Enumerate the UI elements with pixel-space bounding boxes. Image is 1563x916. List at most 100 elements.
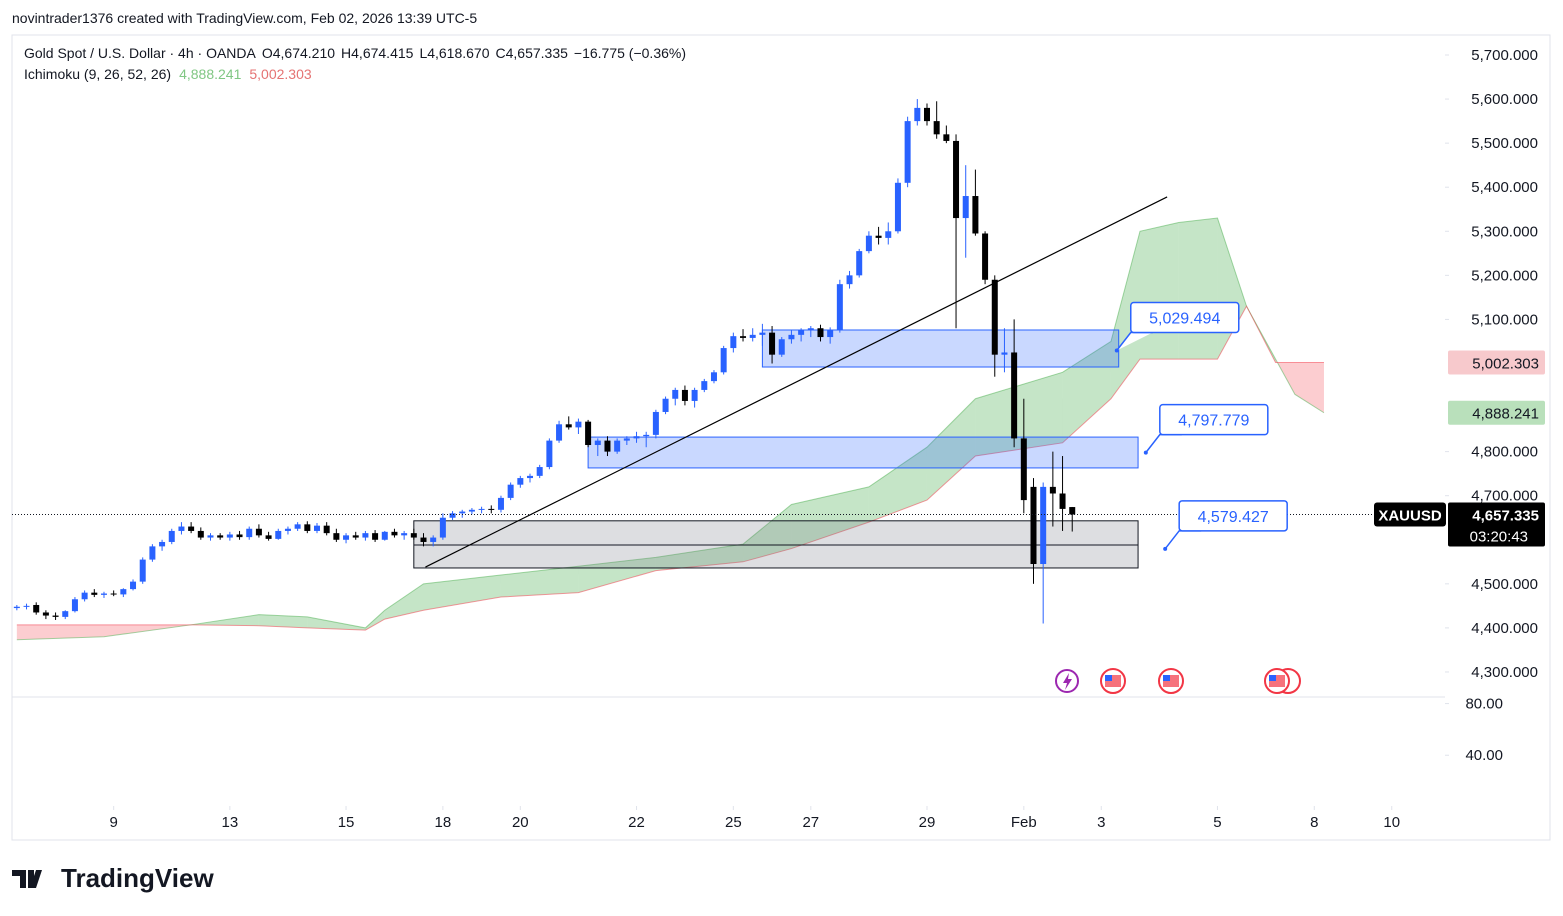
frame: [11, 34, 1551, 841]
countdown: 03:20:43: [1470, 528, 1528, 545]
change: −16.775 (−0.36%): [573, 45, 687, 61]
candle-body: [904, 121, 911, 183]
x-tick-label: 8: [1310, 814, 1318, 831]
candle-body: [788, 334, 795, 340]
candle-body: [594, 440, 601, 446]
legend: Gold Spot / U.S. Dollar · 4h · OANDA O4,…: [24, 45, 686, 61]
cloud-fill: [926, 398, 976, 501]
cloud-fill: [578, 557, 656, 593]
candle-body: [323, 525, 330, 534]
x-tick-label: 27: [802, 814, 819, 831]
callout-box: [1130, 301, 1240, 334]
callout-box: [1159, 403, 1269, 436]
candle-body: [575, 421, 582, 428]
span-b-value: 5,002.303: [249, 66, 312, 82]
candle-body: [740, 336, 747, 338]
candle-body: [81, 592, 88, 600]
indicator: Ichimoku (9, 26, 52, 26): [24, 66, 172, 82]
y-tick-label: 5,500.000: [1471, 135, 1538, 152]
candle-body: [197, 530, 204, 538]
event-icon[interactable]: [1158, 668, 1184, 694]
cloud-fill: [500, 566, 579, 598]
y-tick-label: 4,400.000: [1471, 620, 1538, 637]
candle-body: [178, 526, 185, 531]
zone: [587, 436, 1139, 469]
y-tick-label: 5,700.000: [1471, 47, 1538, 64]
x-tick-label: 18: [435, 814, 452, 831]
credit: novintrader1376 created with TradingView…: [12, 10, 478, 26]
candle-body: [672, 389, 679, 399]
candle-body: [226, 534, 233, 538]
cloud-fill: [975, 372, 1063, 457]
candle-body: [362, 533, 369, 538]
candle-body: [710, 372, 717, 382]
candle-body: [217, 535, 224, 538]
candle-body: [294, 524, 301, 529]
candle-body: [333, 533, 340, 540]
cloud-fill: [1217, 218, 1247, 360]
candle-body: [130, 581, 137, 590]
candle-body: [33, 604, 40, 613]
callout-label: 4,579.427: [1198, 509, 1269, 526]
candle-body: [255, 528, 262, 536]
y-tick-label: 5,200.000: [1471, 267, 1538, 284]
event-icon[interactable]: [1264, 668, 1301, 694]
callout-label: 4,797.779: [1178, 413, 1249, 430]
trend-line: [425, 196, 1168, 568]
candle-body: [623, 438, 630, 441]
candle-body: [933, 121, 940, 135]
callout-box: [1178, 500, 1288, 532]
event-icon[interactable]: [1100, 668, 1126, 694]
candle-body: [923, 107, 930, 122]
candle-body: [817, 328, 824, 338]
callout-anchor: [1143, 450, 1148, 455]
candle-body: [410, 533, 417, 538]
candle-body: [681, 389, 688, 401]
candle-body: [439, 517, 446, 538]
candle-body: [565, 424, 572, 428]
y-tick-label: 5,100.000: [1471, 311, 1538, 328]
price-badge: [1448, 350, 1545, 375]
y-tick-label: 4,700.000: [1471, 488, 1538, 505]
cloud-fill: [258, 614, 308, 628]
candle-body: [468, 509, 475, 512]
cloud-fill: [423, 575, 501, 611]
candle-body: [643, 434, 650, 437]
candle-body: [604, 440, 611, 452]
candle-body: [71, 599, 78, 612]
callout-pointer: [1145, 433, 1182, 454]
candle-body: [720, 348, 727, 373]
x-tick-label: 10: [1383, 814, 1400, 831]
x-tick-label: 3: [1097, 814, 1105, 831]
events: [1055, 668, 1301, 694]
candle-body: [391, 531, 398, 536]
zone: [761, 329, 1120, 368]
y-tick-label: 5,400.000: [1471, 179, 1538, 196]
indicator-legend: Ichimoku (9, 26, 52, 26) 4,888.241 5,002…: [24, 66, 312, 82]
candle-body: [188, 526, 195, 531]
callout-anchor: [1163, 546, 1168, 551]
candle-body: [798, 330, 805, 335]
logo: [12, 870, 42, 888]
candle-body: [207, 535, 214, 538]
candle-body: [827, 330, 834, 338]
symbol-badge: [1374, 502, 1446, 527]
y-tick-label: 5,600.000: [1471, 91, 1538, 108]
candle-body: [430, 537, 437, 542]
candle-body: [265, 535, 272, 539]
candle-body: [449, 513, 456, 518]
cloud-fill: [384, 583, 424, 620]
candle-body: [488, 508, 495, 510]
x-tick-label: Feb: [1011, 814, 1037, 831]
candle-body: [42, 612, 49, 616]
cloud-fill: [791, 486, 869, 549]
candle-body: [52, 615, 59, 617]
candle-body: [749, 334, 756, 338]
candle-body: [991, 279, 998, 355]
cloud-fill: [868, 447, 927, 523]
candle-body: [168, 530, 175, 542]
callout-anchor: [1114, 348, 1119, 353]
x-tick-label: 29: [919, 814, 936, 831]
candle-body: [701, 381, 708, 390]
candle-body: [159, 541, 166, 547]
